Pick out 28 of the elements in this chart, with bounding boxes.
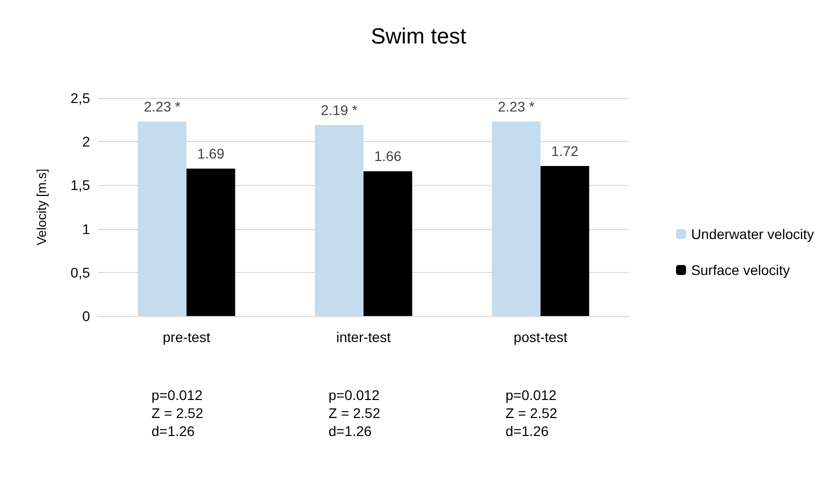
data-label: 2.23 * (144, 98, 182, 115)
data-label: 1.69 (197, 146, 225, 162)
y-tick-label: 0,5 (70, 264, 90, 280)
bar (364, 171, 412, 316)
bar (314, 125, 364, 316)
legend-label: Surface velocity (691, 262, 790, 278)
x-tick-label: pre-test (162, 329, 210, 345)
y-tick-label: 2,5 (70, 90, 90, 106)
text: p=0.012 Z = 2.52 d=1.26 (152, 387, 204, 439)
text: p=0.012 Z = 2.52 d=1.26 (506, 387, 558, 439)
y-axis-title: Velocity [m.s] (34, 168, 49, 246)
bar (138, 122, 186, 316)
legend-label: Underwater velocity (691, 226, 814, 242)
y-tick-label: 1,5 (70, 177, 90, 194)
y-tick-label: 0 (82, 308, 90, 324)
bar (186, 168, 236, 316)
y-tick-label: 2 (82, 134, 90, 150)
data-label: 2.19 * (320, 102, 358, 118)
y-tick-label: 1 (82, 220, 90, 237)
bar (540, 166, 590, 316)
bar (492, 122, 540, 316)
x-tick-label: post-test (514, 329, 568, 345)
data-label: 1.66 (374, 148, 402, 164)
data-label: 1.72 (551, 143, 579, 160)
chart-title: Swim test (370, 24, 466, 48)
x-tick-label: inter-test (336, 329, 391, 345)
data-label: 2.23 * (498, 98, 536, 115)
text: p=0.012 Z = 2.52 d=1.26 (328, 387, 380, 439)
